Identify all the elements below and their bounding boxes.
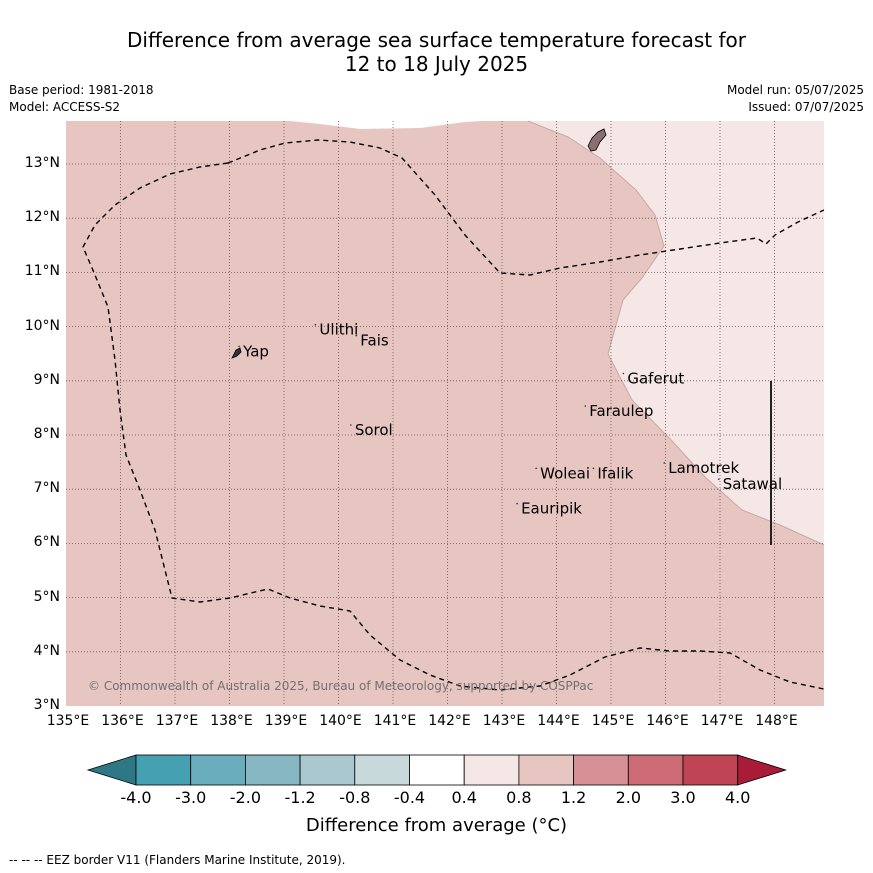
colorbar-segment xyxy=(299,754,356,786)
title-line-1: Difference from average sea surface temp… xyxy=(126,28,746,52)
latitude-label: 9°N xyxy=(33,371,60,388)
place-marker xyxy=(622,372,625,375)
guam-island xyxy=(587,128,607,152)
longitude-label: 144°E xyxy=(537,713,580,729)
colorbar-tick-label: -1.2 xyxy=(284,788,316,807)
colorbar-segment xyxy=(518,754,575,786)
meta-right: Model run: 05/07/2025 Issued: 07/07/2025 xyxy=(727,82,864,116)
latitude-label: 11°N xyxy=(24,263,60,280)
colorbar-segment xyxy=(573,754,629,786)
issued-date: Issued: 07/07/2025 xyxy=(748,100,864,114)
place-label: Satawal xyxy=(723,475,782,493)
colorbar-tick-label: -0.8 xyxy=(339,788,371,807)
place-marker xyxy=(350,424,352,426)
place-marker xyxy=(717,478,720,481)
longitude-label: 136°E xyxy=(101,713,144,729)
place-label: Lamotrek xyxy=(668,459,739,477)
place-label: Fais xyxy=(360,332,389,350)
place-label: Sorol xyxy=(355,421,393,439)
longitude-label: 142°E xyxy=(428,713,471,729)
longitude-label: 140°E xyxy=(319,713,362,729)
longitude-label: 137°E xyxy=(155,713,199,729)
base-period: Base period: 1981-2018 xyxy=(9,83,154,97)
place-label: Eauripik xyxy=(521,500,582,518)
colorbar-segment xyxy=(463,754,520,786)
colorbar-tick-label: -3.0 xyxy=(175,788,207,807)
copyright-notice: © Commonwealth of Australia 2025, Bureau… xyxy=(88,679,593,693)
colorbar-segment xyxy=(244,754,301,786)
colorbar-tick-label: 4.0 xyxy=(724,788,751,807)
meta-left: Base period: 1981-2018 Model: ACCESS-S2 xyxy=(9,82,154,116)
model-run: Model run: 05/07/2025 xyxy=(726,83,864,97)
colorbar-segment xyxy=(627,754,684,786)
chart-title: Difference from average sea surface temp… xyxy=(0,28,873,76)
colorbar-tick-label: 1.2 xyxy=(560,788,587,807)
longitude-label: 135°E xyxy=(46,713,90,729)
place-marker xyxy=(663,462,666,464)
footnote: -- -- -- EEZ border V11 (Flanders Marine… xyxy=(9,853,346,867)
longitude-label: 146°E xyxy=(646,713,689,729)
colorbar-extend-high xyxy=(737,754,788,786)
latitude-label: 3°N xyxy=(33,697,60,713)
anomaly-field-light xyxy=(528,121,824,545)
place-marker xyxy=(535,467,537,470)
place-label: Ulithi xyxy=(319,321,358,339)
longitude-label: 147°E xyxy=(700,713,744,729)
colorbar-tick-label: 2.0 xyxy=(615,788,642,807)
colorbar-tick-label: -4.0 xyxy=(120,788,152,807)
colorbar-extend-low xyxy=(86,754,137,786)
latitude-label: 5°N xyxy=(33,588,60,605)
colorbar-segment xyxy=(135,754,192,786)
longitude-label: 138°E xyxy=(210,713,253,729)
latitude-label: 6°N xyxy=(33,534,60,551)
longitude-label: 141°E xyxy=(373,713,417,729)
latitude-label: 4°N xyxy=(33,642,60,659)
colorbar-tick-label: -2.0 xyxy=(229,788,261,807)
colorbar xyxy=(86,754,788,786)
colorbar-tick-label: 3.0 xyxy=(670,788,696,807)
place-marker xyxy=(516,502,518,505)
eez-border xyxy=(82,139,825,691)
place-marker xyxy=(238,345,240,348)
place-label: Woleai xyxy=(540,464,590,482)
colorbar-segment xyxy=(409,754,465,786)
latitude-label: 7°N xyxy=(33,480,60,497)
model-name: Model: ACCESS-S2 xyxy=(9,100,121,114)
colorbar-tick-label: 0.4 xyxy=(451,788,477,807)
place-marker xyxy=(584,405,586,407)
colorbar-tick-label: -0.4 xyxy=(393,788,426,807)
place-marker xyxy=(355,334,358,337)
place-label: Gaferut xyxy=(627,370,684,388)
graticule xyxy=(66,121,824,706)
place-label: Ifalik xyxy=(597,464,633,482)
place-marker xyxy=(592,467,595,470)
place-marker xyxy=(314,323,317,326)
longitude-label: 145°E xyxy=(591,713,635,729)
contour-line xyxy=(527,120,825,546)
latitude-label: 8°N xyxy=(33,426,60,442)
longitude-label: 139°E xyxy=(264,713,308,729)
latitude-label: 12°N xyxy=(24,209,60,226)
longitude-label: 148°E xyxy=(755,713,798,729)
place-label: Faraulep xyxy=(589,402,653,420)
colorbar-segment xyxy=(190,754,246,786)
colorbar-segment xyxy=(354,754,410,786)
latitude-label: 13°N xyxy=(24,155,60,171)
colorbar-tick-label: 0.8 xyxy=(506,788,532,807)
yap-island xyxy=(231,347,242,359)
title-line-2: 12 to 18 July 2025 xyxy=(344,52,529,76)
longitude-label: 143°E xyxy=(482,713,526,729)
place-label: Yap xyxy=(242,342,269,360)
colorbar-title: Difference from average (°C) xyxy=(305,815,568,836)
top-white-area xyxy=(290,121,528,129)
colorbar-segment xyxy=(682,754,739,786)
latitude-label: 10°N xyxy=(24,317,60,334)
